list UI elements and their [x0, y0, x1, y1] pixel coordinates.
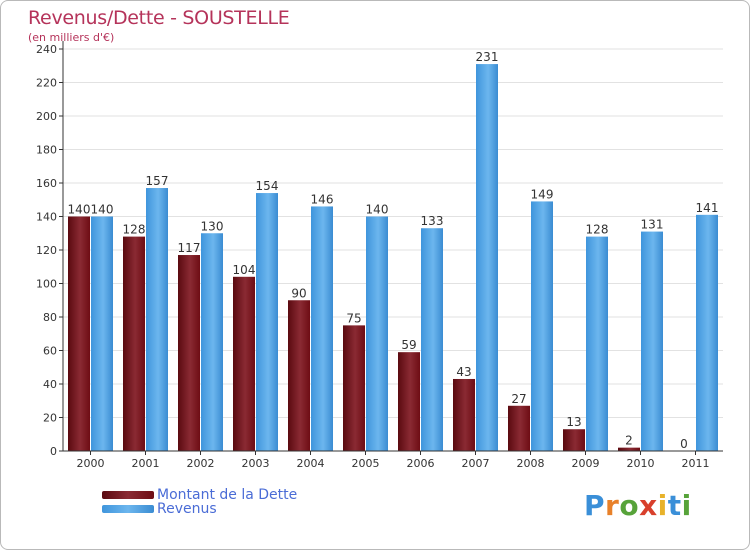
data-label: 27	[511, 392, 526, 406]
chart-title: Revenus/Dette - SOUSTELLE	[28, 7, 290, 29]
bar-revenus	[421, 228, 443, 451]
data-label: 128	[586, 223, 609, 237]
bar-dette	[563, 429, 585, 451]
bar-dette	[618, 447, 640, 451]
data-label: 59	[401, 338, 416, 352]
data-label: 128	[123, 223, 146, 237]
y-tick-label: 120	[36, 244, 57, 257]
bar-dette	[233, 276, 255, 451]
y-tick-label: 80	[43, 311, 57, 324]
data-label: 133	[421, 214, 444, 228]
bar-revenus	[146, 188, 168, 451]
y-tick-label: 60	[43, 345, 57, 358]
legend-item-dette: Montant de la Dette	[102, 487, 298, 503]
x-tick-label: 2000	[77, 457, 105, 470]
bar-dette	[508, 405, 530, 451]
data-label: 43	[456, 365, 471, 379]
data-label: 140	[91, 203, 114, 217]
bar-dette	[123, 236, 145, 451]
x-tick-label: 2011	[682, 457, 710, 470]
y-tick-label: 20	[43, 412, 57, 425]
bar-revenus	[696, 214, 718, 451]
x-tick-label: 2005	[352, 457, 380, 470]
x-tick-label: 2004	[297, 457, 325, 470]
data-label: 141	[696, 201, 719, 215]
y-tick-label: 160	[36, 177, 57, 190]
y-tick-label: 180	[36, 144, 57, 157]
bar-revenus	[476, 64, 498, 451]
bar-revenus	[201, 233, 223, 451]
data-label: 140	[366, 203, 389, 217]
x-tick-label: 2009	[572, 457, 600, 470]
y-tick-label: 240	[36, 43, 57, 56]
y-tick-label: 200	[36, 110, 57, 123]
proxiti-logo: Proxiti	[584, 489, 692, 522]
logo-letter: t	[667, 489, 682, 522]
bar-dette	[453, 378, 475, 451]
y-tick-label: 0	[50, 445, 57, 458]
bar-revenus	[641, 231, 663, 451]
data-label: 0	[680, 437, 688, 451]
bar-dette	[178, 255, 200, 451]
data-label: 13	[566, 415, 581, 429]
legend-swatch-revenus	[102, 505, 154, 513]
logo-letter: r	[605, 489, 620, 522]
bar-revenus	[91, 216, 113, 451]
data-label: 149	[531, 187, 554, 201]
x-tick-label: 2010	[627, 457, 655, 470]
data-label: 231	[476, 50, 499, 64]
y-tick-label: 140	[36, 211, 57, 224]
data-label: 117	[178, 241, 201, 255]
logo-letter: o	[619, 489, 640, 522]
legend-label-dette: Montant de la Dette	[157, 487, 298, 503]
data-label: 140	[68, 203, 91, 217]
legend-swatch-dette	[102, 491, 154, 499]
data-label: 2	[625, 434, 633, 448]
logo-letter: i	[657, 489, 668, 522]
x-tick-label: 2003	[242, 457, 270, 470]
bar-dette	[398, 352, 420, 451]
y-tick-label: 220	[36, 77, 57, 90]
bar-revenus	[311, 206, 333, 451]
data-label: 104	[233, 263, 256, 277]
legend-label-revenus: Revenus	[157, 501, 217, 517]
bar-dette	[343, 325, 365, 451]
x-tick-label: 2001	[132, 457, 160, 470]
data-label: 157	[146, 174, 169, 188]
data-label: 75	[346, 311, 361, 325]
bar-revenus	[366, 216, 388, 451]
y-tick-label: 40	[43, 378, 57, 391]
data-label: 90	[291, 286, 306, 300]
data-label: 154	[256, 179, 279, 193]
legend-item-revenus: Revenus	[102, 501, 217, 517]
bar-revenus	[586, 236, 608, 451]
logo-letter: P	[584, 489, 606, 522]
x-tick-label: 2007	[462, 457, 490, 470]
y-tick-label: 100	[36, 278, 57, 291]
x-tick-label: 2008	[517, 457, 545, 470]
bar-dette	[288, 300, 310, 451]
logo-letter: i	[681, 489, 692, 522]
bar-revenus	[256, 193, 278, 452]
data-label: 130	[201, 219, 224, 233]
chart-subtitle: (en milliers d'€)	[28, 31, 115, 44]
data-label: 131	[641, 218, 664, 232]
bar-revenus	[531, 201, 553, 451]
x-tick-label: 2002	[187, 457, 215, 470]
bar-dette	[68, 216, 90, 451]
data-label: 146	[311, 192, 334, 206]
logo-letter: x	[639, 489, 658, 522]
x-tick-label: 2006	[407, 457, 435, 470]
